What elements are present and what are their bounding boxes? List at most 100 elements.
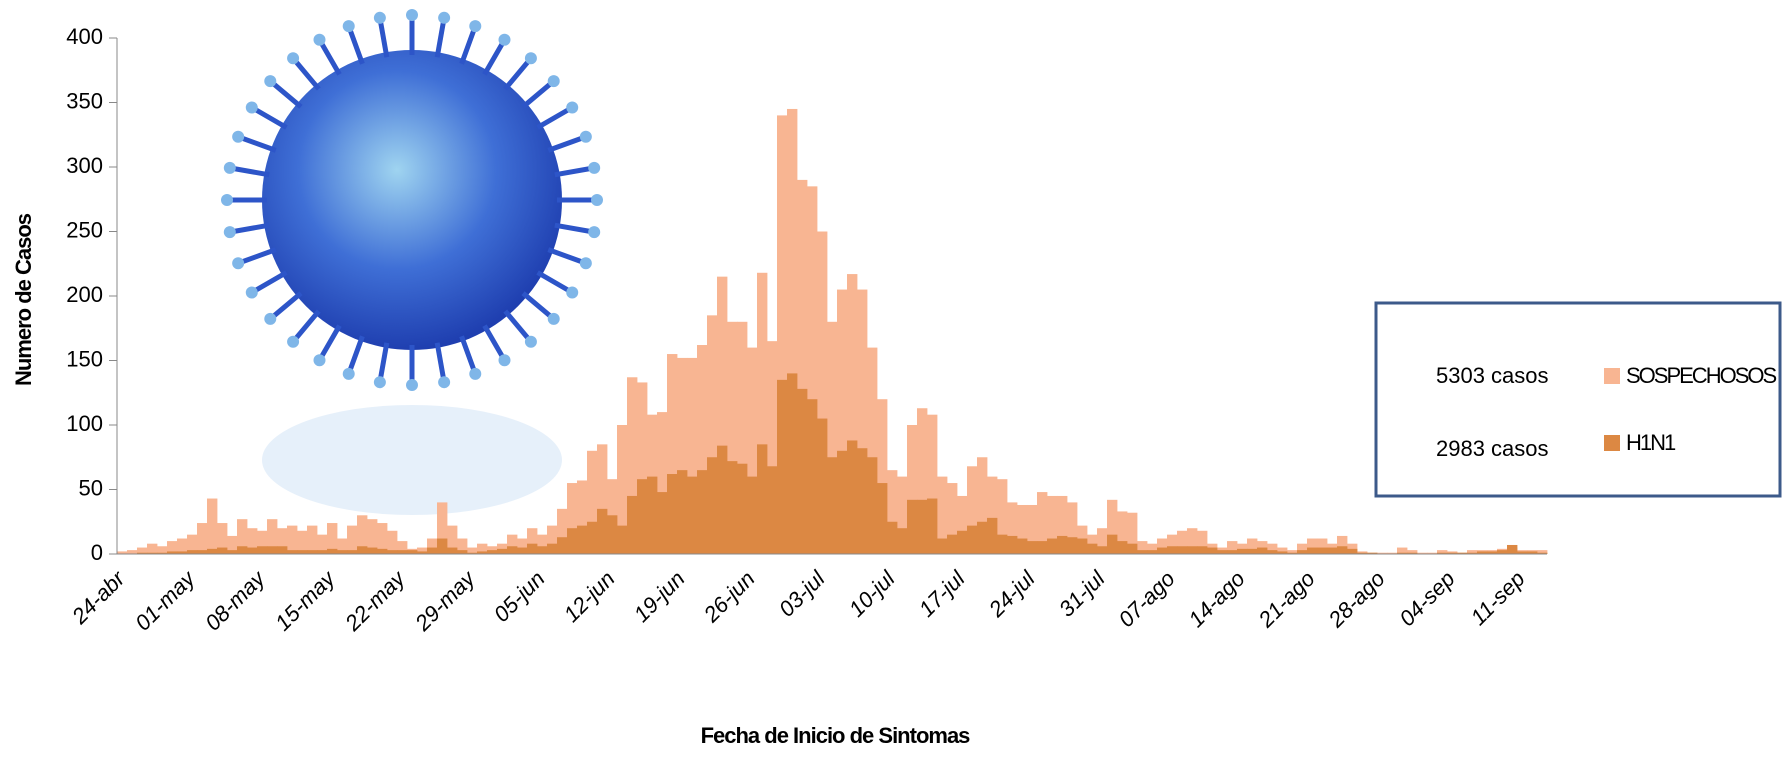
bar (1437, 552, 1448, 554)
bar (157, 552, 168, 554)
virus-spike-tip (591, 194, 603, 206)
virus-spike-tip (223, 226, 236, 239)
bar (1007, 535, 1018, 554)
virus-spike-tip (547, 75, 560, 88)
bar (567, 528, 578, 554)
bar (517, 538, 528, 554)
bar (1397, 547, 1408, 554)
virus-spike (482, 38, 507, 76)
x-tick-label: 24-jul (983, 565, 1040, 622)
bar (1267, 550, 1278, 554)
bar (347, 550, 358, 554)
bar (737, 463, 748, 554)
bar (877, 399, 888, 554)
bar (977, 457, 988, 554)
y-tick-label: 100 (66, 411, 103, 436)
bar (227, 550, 238, 554)
bar (797, 388, 808, 554)
bar (1067, 502, 1078, 554)
bar (1377, 552, 1388, 554)
bar (507, 534, 518, 554)
virus-spike (536, 270, 574, 295)
bar (497, 543, 508, 554)
bar (957, 495, 968, 554)
bar (187, 534, 198, 554)
bar (1317, 547, 1328, 554)
bar (787, 373, 798, 554)
bar (667, 354, 678, 554)
bar (1207, 547, 1218, 554)
bar (1407, 550, 1418, 554)
x-tick-label: 21-ago (1253, 566, 1320, 633)
bar (1057, 535, 1068, 554)
bar (1047, 495, 1058, 554)
virus-spike-tip (498, 354, 511, 367)
bar (1277, 547, 1288, 554)
bar (1537, 552, 1548, 554)
bar (897, 476, 908, 554)
bar (197, 523, 208, 554)
bar (967, 525, 978, 554)
virus-spike (317, 38, 342, 76)
x-tick-label: 24-abr (66, 565, 131, 630)
bar (177, 538, 188, 554)
bar (567, 483, 578, 554)
bar (347, 525, 358, 554)
bar (1137, 541, 1148, 554)
bar (227, 535, 238, 554)
bar (417, 551, 428, 554)
bar (407, 550, 418, 554)
bar (1477, 551, 1488, 554)
bar (437, 538, 448, 554)
bar (967, 466, 978, 554)
bar (137, 552, 148, 554)
legend-total: 2983 casos (1436, 436, 1549, 461)
bar (317, 550, 328, 554)
bar (117, 551, 128, 554)
virus-spike-tip (469, 367, 482, 380)
virus-spike-tip (287, 335, 300, 348)
virus-spike-tip (223, 161, 236, 174)
bar (757, 272, 768, 554)
x-tick-label: 22-may (339, 565, 411, 637)
bar (1367, 552, 1378, 554)
bar (367, 519, 378, 554)
y-axis-title: Numero de Casos (11, 213, 36, 386)
virus-spike (346, 25, 365, 65)
bar (997, 534, 1008, 554)
virus-spike (237, 134, 277, 153)
bar (617, 425, 628, 554)
bar (637, 382, 648, 554)
bar (1117, 511, 1128, 554)
bar (1077, 538, 1088, 554)
bar (1167, 546, 1178, 554)
virus-spike (377, 342, 390, 383)
x-tick-label: 19-jun (629, 566, 690, 627)
virus-spike (459, 25, 478, 65)
bar (747, 476, 758, 554)
bar (1447, 552, 1458, 554)
bar (167, 551, 178, 554)
bar (1037, 492, 1048, 554)
bar (547, 543, 558, 554)
bar (297, 530, 308, 554)
x-tick-label: 28-ago (1323, 566, 1390, 633)
virus-spike-tip (313, 354, 326, 367)
bar (377, 548, 388, 554)
bar (837, 289, 848, 554)
virus-spike (250, 105, 288, 130)
bar (577, 480, 588, 554)
virus-spike (346, 335, 365, 375)
bar (357, 515, 368, 554)
bar (487, 550, 498, 554)
bar (667, 474, 678, 554)
y-tick-label: 350 (66, 88, 103, 113)
bar (1357, 552, 1368, 554)
x-tick-label: 31-jul (1054, 565, 1111, 622)
virus-spike (554, 165, 595, 178)
virus-spike (536, 105, 574, 130)
bar (1397, 552, 1408, 554)
bar (1467, 552, 1478, 554)
bar (1467, 550, 1478, 554)
bar (707, 315, 718, 554)
